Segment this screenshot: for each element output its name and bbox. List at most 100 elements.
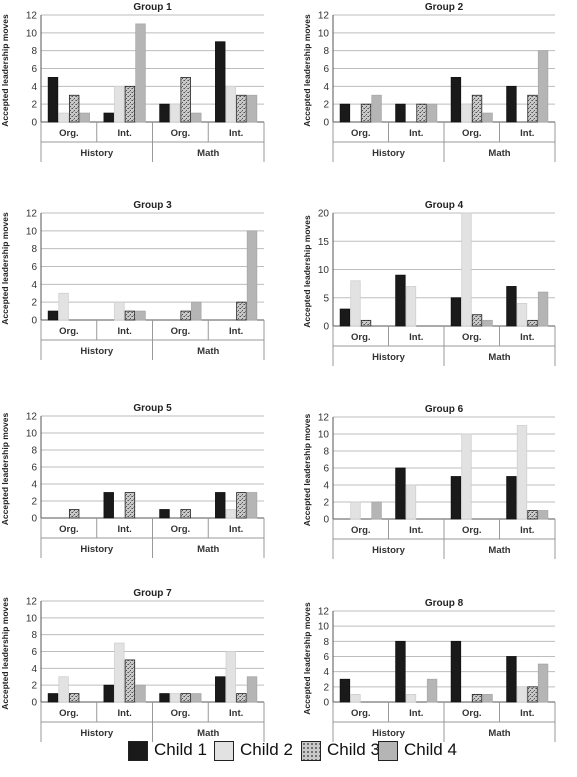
bar-child-3 xyxy=(180,509,191,519)
bar-child-2 xyxy=(114,642,125,703)
x-group-label: History xyxy=(372,728,405,739)
y-tick-label: 0 xyxy=(323,118,329,129)
y-tick-label: 6 xyxy=(31,647,37,658)
bar-child-4 xyxy=(135,23,146,123)
x-category-label: Org. xyxy=(59,128,79,139)
y-tick-label: 4 xyxy=(31,82,37,93)
x-group-label: History xyxy=(372,148,405,159)
bar-child-3 xyxy=(471,694,483,703)
bar-child-1 xyxy=(506,286,517,327)
bar-child-3 xyxy=(527,686,538,703)
x-category-label: Int. xyxy=(118,524,132,535)
bar-child-3 xyxy=(527,94,538,123)
y-tick-label: 4 xyxy=(323,481,329,492)
bar-child-4 xyxy=(191,693,202,703)
chart-panel-4: Group 4 Accepted leadership moves 0 5 10 15 20… xyxy=(302,200,556,366)
y-tick-label: 2 xyxy=(31,100,37,111)
bar-child-2 xyxy=(225,85,237,123)
bar-child-4 xyxy=(537,510,549,520)
bar-child-3 xyxy=(124,659,136,703)
y-tick-label: 2 xyxy=(323,100,329,111)
x-category-label: Int. xyxy=(520,128,534,139)
bar-child-4 xyxy=(371,94,382,123)
y-tick-label: 10 xyxy=(26,613,38,624)
x-group-label: Math xyxy=(197,346,219,357)
chart-legend: Child 1 Child 2 Child 3 Child 4 xyxy=(0,734,577,768)
bar-child-1 xyxy=(215,492,226,519)
x-category-label: Org. xyxy=(351,708,371,719)
x-group-label: History xyxy=(80,544,113,555)
bar-child-3 xyxy=(360,319,372,327)
bar-child-2 xyxy=(350,280,361,327)
chart-title: Group 1 xyxy=(133,2,172,13)
chart-title: Group 6 xyxy=(425,404,464,415)
y-tick-label: 10 xyxy=(318,430,330,441)
bar-child-1 xyxy=(506,656,517,703)
y-tick-label: 0 xyxy=(31,316,37,327)
x-category-label: Org. xyxy=(351,525,371,536)
y-tick-label: 10 xyxy=(26,429,38,440)
y-tick-label: 8 xyxy=(31,446,37,457)
x-category-label: Org. xyxy=(462,708,482,719)
y-tick-label: 2 xyxy=(31,298,37,309)
y-tick-label: 4 xyxy=(323,82,329,93)
y-tick-label: 2 xyxy=(323,682,329,693)
bar-child-3 xyxy=(236,492,247,519)
y-axis-label: Accepted leadership moves xyxy=(0,212,10,325)
y-tick-label: 2 xyxy=(31,497,37,508)
bar-child-3 xyxy=(180,77,191,123)
bar-child-1 xyxy=(450,476,462,520)
bar-child-1 xyxy=(506,85,517,123)
x-category-label: Org. xyxy=(171,708,191,719)
x-category-label: Org. xyxy=(171,524,191,535)
x-category-label: Int. xyxy=(229,326,243,337)
bar-child-4 xyxy=(135,684,146,703)
legend-label-child-2: Child 2 xyxy=(240,740,293,759)
y-tick-label: 6 xyxy=(323,64,329,75)
bar-child-1 xyxy=(103,684,114,703)
x-group-label: Math xyxy=(488,148,510,159)
chart-title: Group 8 xyxy=(425,598,464,609)
bar-child-1 xyxy=(159,693,170,703)
bar-child-4 xyxy=(371,501,382,520)
bar-child-2 xyxy=(350,694,361,703)
bar-child-2 xyxy=(58,112,69,123)
bar-child-2 xyxy=(169,693,181,703)
bar-child-3 xyxy=(124,310,136,321)
bar-child-4 xyxy=(79,112,90,123)
bar-child-3 xyxy=(124,492,136,519)
y-tick-label: 8 xyxy=(31,630,37,641)
x-category-label: Int. xyxy=(409,128,423,139)
y-axis-label: Accepted leadership moves xyxy=(0,413,10,526)
chart-panel-2: Group 2 Accepted leadership moves 0 2 4 6 8 10 1… xyxy=(302,2,556,162)
bar-child-2 xyxy=(58,676,69,703)
x-group-label: History xyxy=(80,346,113,357)
y-tick-label: 10 xyxy=(26,28,38,39)
bar-child-4 xyxy=(537,291,549,327)
legend-swatch-child-1 xyxy=(128,741,148,761)
x-category-label: Int. xyxy=(229,708,243,719)
x-group-label: Math xyxy=(197,148,219,159)
bar-child-4 xyxy=(191,112,202,123)
bar-child-3 xyxy=(68,94,80,123)
chart-title: Group 5 xyxy=(133,403,172,414)
bar-child-3 xyxy=(527,319,538,327)
bar-child-2 xyxy=(405,484,417,520)
legend-swatch-child-2 xyxy=(214,741,234,761)
bar-child-1 xyxy=(103,492,114,519)
bar-child-1 xyxy=(450,297,462,327)
legend-swatch-child-3 xyxy=(301,741,321,761)
y-axis-label: Accepted leadership moves xyxy=(302,414,312,527)
y-tick-label: 4 xyxy=(31,480,37,491)
y-axis-label: Accepted leadership moves xyxy=(302,215,312,328)
bar-child-1 xyxy=(215,676,226,703)
bar-child-3 xyxy=(236,94,247,123)
bar-child-1 xyxy=(215,41,226,123)
x-category-label: Org. xyxy=(462,128,482,139)
bar-child-2 xyxy=(114,301,125,321)
x-category-label: Org. xyxy=(351,332,371,343)
bar-child-2 xyxy=(114,85,125,123)
x-group-label: History xyxy=(372,545,405,556)
chart-panel-1: Group 1 Accepted leadership moves 0 2 4 6 8 10 1… xyxy=(0,2,265,162)
bar-child-1 xyxy=(47,77,59,123)
